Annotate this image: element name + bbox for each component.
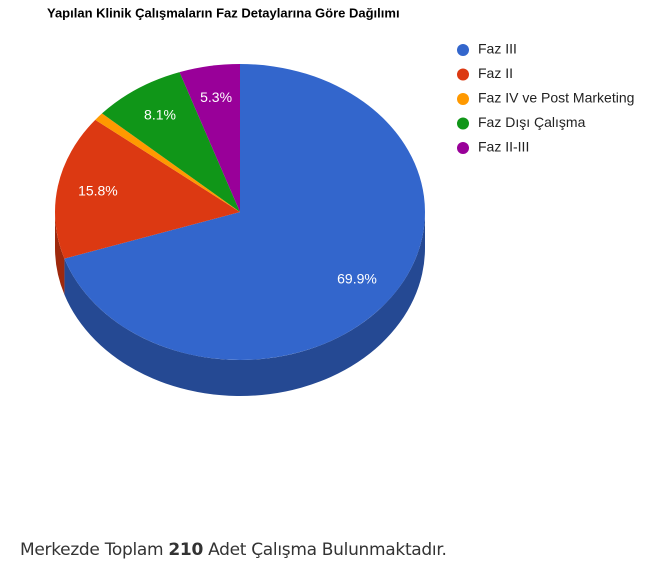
legend-swatch xyxy=(457,142,469,154)
slice-side xyxy=(64,212,426,396)
legend-swatch xyxy=(457,44,469,56)
slice xyxy=(102,72,240,212)
slice-label: 69.9% xyxy=(337,270,377,286)
chart: Yapılan Klinik Çalışmaların Faz Detaylar… xyxy=(47,5,634,396)
slice-label: 8.1% xyxy=(144,107,176,123)
legend-label: Faz II xyxy=(478,65,513,81)
chart-title: Yapılan Klinik Çalışmaların Faz Detaylar… xyxy=(47,5,400,20)
footer-text: Adet Çalışma Bulunmaktadır. xyxy=(202,540,447,560)
legend-label: Faz II-III xyxy=(478,139,529,155)
footer: Merkezde Toplam 210 Adet Çalışma Bulunma… xyxy=(20,540,447,560)
legend-swatch xyxy=(457,68,469,81)
slice-side xyxy=(55,212,65,295)
legend-label: Faz IV ve Post Marketing xyxy=(478,90,634,106)
legend-swatch xyxy=(457,93,469,105)
legend-swatch xyxy=(457,117,469,130)
slice-label: 5.3% xyxy=(200,89,232,105)
slice xyxy=(55,119,241,259)
slice xyxy=(179,64,240,212)
slice-label: 15.8% xyxy=(78,182,118,198)
footer-text: Merkezde Toplam xyxy=(20,540,169,560)
legend-label: Faz III xyxy=(478,41,517,57)
footer-count: 210 xyxy=(168,540,203,560)
legend-label: Faz Dışı Çalışma xyxy=(478,114,586,130)
slice xyxy=(64,64,426,360)
slice xyxy=(95,113,241,212)
